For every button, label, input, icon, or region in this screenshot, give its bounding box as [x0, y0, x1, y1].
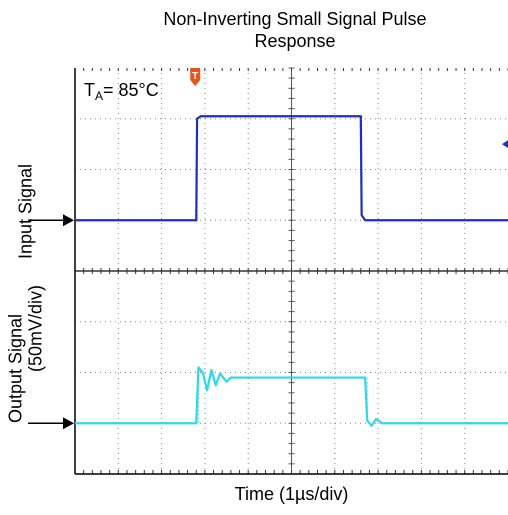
trace-input [75, 115, 508, 222]
plot-grid [74, 67, 508, 475]
chart-title-line2: Response [254, 31, 336, 51]
plot-traces [75, 115, 508, 427]
trigger-marker-label: T [192, 71, 198, 82]
chart-title-line1: Non-Inverting Small Signal Pulse [163, 9, 427, 29]
chart-title: Non-Inverting Small Signal Pulse Respons… [60, 8, 508, 52]
plot-marks: T [28, 68, 508, 430]
x-axis-label: Time (1µs/div) [234, 484, 349, 504]
ground-arrow-head [63, 214, 74, 227]
trace-output [75, 366, 508, 427]
ground-arrow-head [63, 417, 74, 430]
level-marker [502, 140, 508, 149]
trigger-marker [190, 68, 201, 86]
temperature-annotation: TA= 85°C [84, 80, 159, 103]
